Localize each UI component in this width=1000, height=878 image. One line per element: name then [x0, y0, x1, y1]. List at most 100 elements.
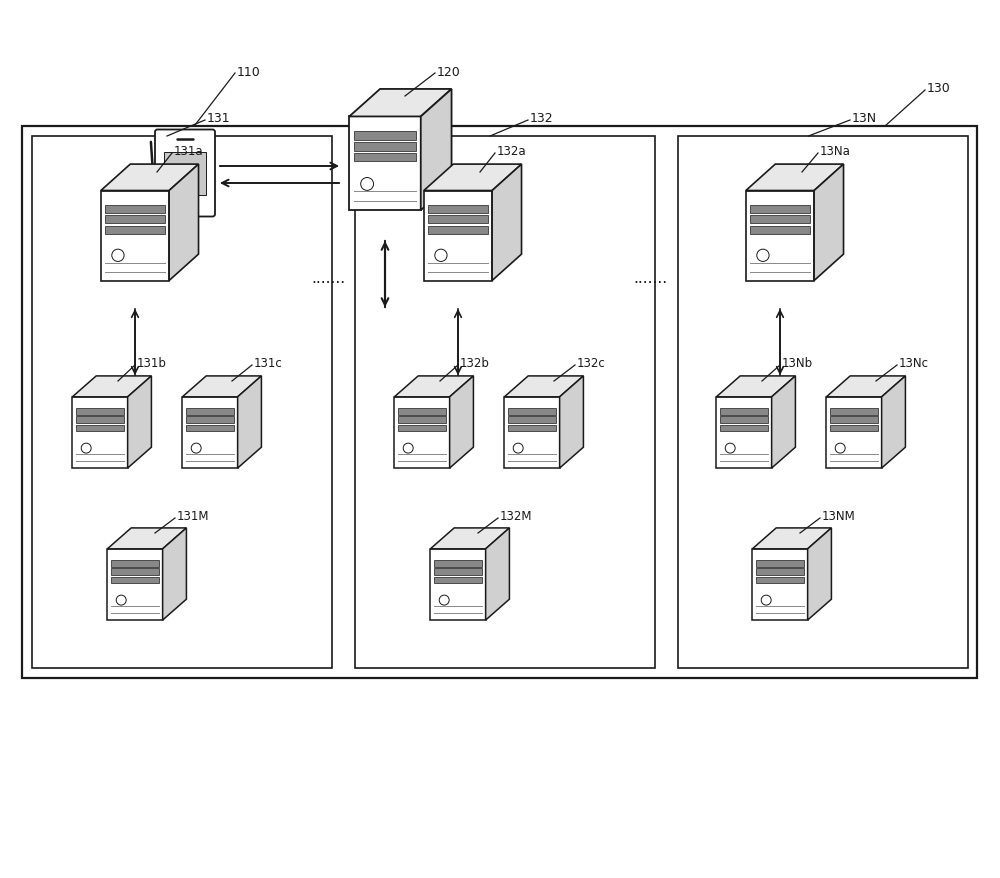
Circle shape: [435, 250, 447, 263]
Text: 132a: 132a: [497, 146, 527, 158]
Circle shape: [361, 178, 374, 191]
Circle shape: [725, 443, 735, 454]
Bar: [756, 560, 804, 567]
Bar: [750, 205, 810, 213]
Polygon shape: [826, 377, 905, 398]
Bar: [76, 417, 124, 423]
Polygon shape: [72, 377, 151, 398]
Text: .......: .......: [311, 271, 345, 286]
Bar: [105, 205, 165, 213]
Polygon shape: [560, 377, 583, 469]
Polygon shape: [349, 90, 452, 118]
Polygon shape: [394, 398, 450, 469]
Bar: [428, 227, 488, 234]
Circle shape: [835, 443, 845, 454]
Polygon shape: [504, 377, 583, 398]
Bar: [111, 569, 159, 575]
Polygon shape: [424, 165, 522, 191]
Circle shape: [112, 250, 124, 263]
Bar: [398, 425, 446, 431]
Bar: [111, 577, 159, 583]
Polygon shape: [107, 549, 163, 621]
Bar: [830, 425, 878, 431]
Polygon shape: [182, 377, 261, 398]
Polygon shape: [492, 165, 522, 281]
Bar: [756, 577, 804, 583]
Bar: [720, 417, 768, 423]
Polygon shape: [238, 377, 261, 469]
Polygon shape: [814, 165, 844, 281]
Circle shape: [116, 595, 126, 606]
Polygon shape: [808, 529, 831, 621]
Circle shape: [513, 443, 523, 454]
Bar: [434, 577, 482, 583]
Bar: [105, 227, 165, 234]
Polygon shape: [101, 191, 169, 281]
Polygon shape: [772, 377, 795, 469]
Bar: [32, 137, 332, 668]
Bar: [398, 417, 446, 423]
Circle shape: [180, 200, 190, 210]
Bar: [186, 409, 234, 415]
Polygon shape: [394, 377, 473, 398]
Polygon shape: [716, 398, 772, 469]
Bar: [428, 216, 488, 224]
Bar: [756, 569, 804, 575]
Circle shape: [757, 250, 769, 263]
Text: 131a: 131a: [174, 146, 204, 158]
Bar: [22, 126, 977, 678]
Bar: [105, 216, 165, 224]
Circle shape: [439, 595, 449, 606]
Polygon shape: [450, 377, 473, 469]
Text: 13Nc: 13Nc: [899, 357, 929, 371]
Bar: [186, 417, 234, 423]
Bar: [720, 409, 768, 415]
Bar: [508, 425, 556, 431]
Text: 131b: 131b: [137, 357, 167, 371]
Text: 13NM: 13NM: [822, 510, 856, 523]
Bar: [186, 425, 234, 431]
Text: 132: 132: [530, 112, 554, 126]
Text: 110: 110: [237, 67, 261, 79]
Text: 13Nb: 13Nb: [782, 357, 813, 371]
Text: 132b: 132b: [460, 357, 490, 371]
Polygon shape: [169, 165, 199, 281]
Bar: [354, 154, 416, 162]
Polygon shape: [182, 398, 238, 469]
Text: 13N: 13N: [852, 112, 877, 126]
Bar: [508, 417, 556, 423]
Bar: [355, 137, 655, 668]
Bar: [678, 137, 968, 668]
Text: 132M: 132M: [500, 510, 532, 523]
Polygon shape: [128, 377, 151, 469]
Polygon shape: [882, 377, 905, 469]
Text: 130: 130: [927, 83, 951, 96]
Bar: [830, 417, 878, 423]
Circle shape: [761, 595, 771, 606]
Bar: [354, 143, 416, 152]
Polygon shape: [72, 398, 128, 469]
Polygon shape: [486, 529, 509, 621]
Bar: [750, 216, 810, 224]
Polygon shape: [421, 90, 452, 211]
Polygon shape: [746, 191, 814, 281]
Polygon shape: [752, 549, 808, 621]
Text: 120: 120: [437, 67, 461, 79]
Circle shape: [403, 443, 413, 454]
Bar: [508, 409, 556, 415]
Polygon shape: [504, 398, 560, 469]
Bar: [428, 205, 488, 213]
Text: 131: 131: [207, 112, 231, 126]
Circle shape: [191, 443, 201, 454]
Polygon shape: [746, 165, 844, 191]
Polygon shape: [101, 165, 199, 191]
Bar: [434, 560, 482, 567]
Bar: [434, 569, 482, 575]
Polygon shape: [107, 529, 186, 549]
Polygon shape: [424, 191, 492, 281]
Polygon shape: [349, 118, 421, 211]
Bar: [720, 425, 768, 431]
Bar: [354, 133, 416, 140]
Bar: [398, 409, 446, 415]
Bar: [111, 560, 159, 567]
